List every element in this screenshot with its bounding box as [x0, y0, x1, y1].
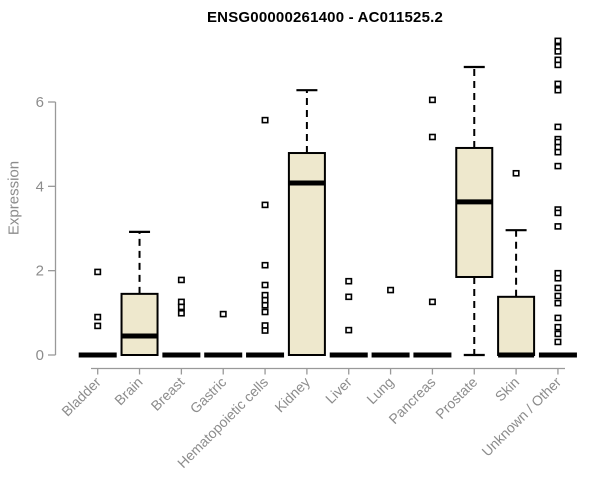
outlier-skin-0: [512, 169, 520, 177]
outlier-unknown-other-21: [554, 314, 562, 322]
outlier-bladder-1: [94, 313, 102, 321]
x-tick-label-brain: Brain: [111, 374, 145, 408]
outlier-bladder-0: [94, 268, 102, 276]
outlier-unknown-other-20: [554, 299, 562, 307]
outlier-unknown-other-24: [554, 338, 562, 346]
zero-bar-bladder: [78, 352, 117, 358]
outlier-unknown-other-0: [554, 37, 562, 45]
outlier-unknown-other-16: [554, 269, 562, 277]
y-tick-label-0: 0: [36, 347, 44, 364]
zero-bar-pancreas: [413, 352, 452, 358]
box-brain: [120, 292, 159, 356]
zero-bar-lung: [371, 352, 410, 358]
outlier-hematopoietic-cells-6: [261, 301, 269, 309]
outlier-unknown-other-14: [554, 209, 562, 217]
outlier-hematopoietic-cells-9: [261, 327, 269, 334]
chart-title: ENSG00000261400 - AC011525.2: [206, 9, 444, 26]
outlier-unknown-other-22: [554, 323, 562, 331]
outlier-unknown-other-10: [554, 143, 562, 151]
x-tick-label-liver: Liver: [322, 374, 355, 407]
outlier-unknown-other-3: [554, 56, 562, 64]
outlier-breast-1: [177, 298, 185, 306]
zero-bar-gastric: [204, 352, 243, 358]
outlier-pancreas-0: [428, 96, 436, 104]
outlier-unknown-other-9: [554, 138, 562, 146]
zero-bar-hematopoietic-cells: [246, 352, 285, 358]
box-kidney: [287, 152, 326, 356]
outlier-hematopoietic-cells-2: [261, 261, 269, 269]
box-skin: [497, 295, 536, 357]
zero-bar-breast: [162, 352, 201, 358]
outlier-unknown-other-6: [554, 86, 562, 94]
x-tick-label-unknown-other: Unknown / Other: [478, 374, 564, 460]
outlier-liver-0: [345, 277, 353, 285]
outlier-pancreas-2: [428, 298, 436, 306]
outlier-hematopoietic-cells-4: [261, 291, 269, 299]
x-tick-label-breast: Breast: [148, 374, 188, 414]
box-prostate: [455, 146, 494, 278]
outlier-hematopoietic-cells-7: [261, 308, 269, 316]
x-tick-label-skin: Skin: [492, 374, 523, 405]
outlier-breast-3: [177, 309, 185, 317]
outlier-liver-2: [345, 326, 353, 334]
y-tick-label-2: 2: [36, 263, 44, 280]
outlier-hematopoietic-cells-1: [261, 201, 269, 209]
outlier-hematopoietic-cells-3: [261, 281, 269, 289]
outlier-unknown-other-7: [554, 123, 562, 131]
x-tick-label-lung: Lung: [363, 374, 396, 407]
outlier-unknown-other-4: [554, 61, 562, 69]
x-tick-label-kidney: Kidney: [271, 374, 313, 416]
outlier-bladder-2: [94, 322, 102, 330]
outlier-breast-2: [177, 303, 185, 311]
outlier-unknown-other-18: [554, 284, 562, 292]
outlier-unknown-other-23: [554, 330, 562, 338]
outlier-unknown-other-17: [554, 274, 562, 282]
outlier-unknown-other-19: [554, 292, 562, 300]
outlier-breast-0: [177, 276, 185, 284]
outlier-gastric-0: [219, 310, 227, 318]
zero-bar-liver: [329, 352, 368, 358]
outlier-pancreas-1: [428, 133, 436, 141]
x-tick-label-bladder: Bladder: [58, 374, 104, 420]
outlier-liver-1: [345, 293, 353, 301]
outlier-hematopoietic-cells-5: [261, 296, 269, 304]
outlier-unknown-other-2: [554, 48, 562, 55]
outlier-hematopoietic-cells-0: [261, 116, 269, 124]
y-tick-label-4: 4: [36, 178, 44, 195]
outlier-unknown-other-5: [554, 80, 562, 88]
outlier-lung-0: [387, 286, 395, 294]
outlier-hematopoietic-cells-8: [261, 322, 269, 329]
x-tick-label-prostate: Prostate: [432, 374, 480, 422]
y-tick-label-6: 6: [36, 94, 44, 111]
outlier-unknown-other-12: [554, 162, 562, 170]
outlier-unknown-other-11: [554, 148, 562, 156]
zero-bar-unknown-other: [538, 352, 577, 358]
outlier-unknown-other-15: [554, 223, 562, 230]
